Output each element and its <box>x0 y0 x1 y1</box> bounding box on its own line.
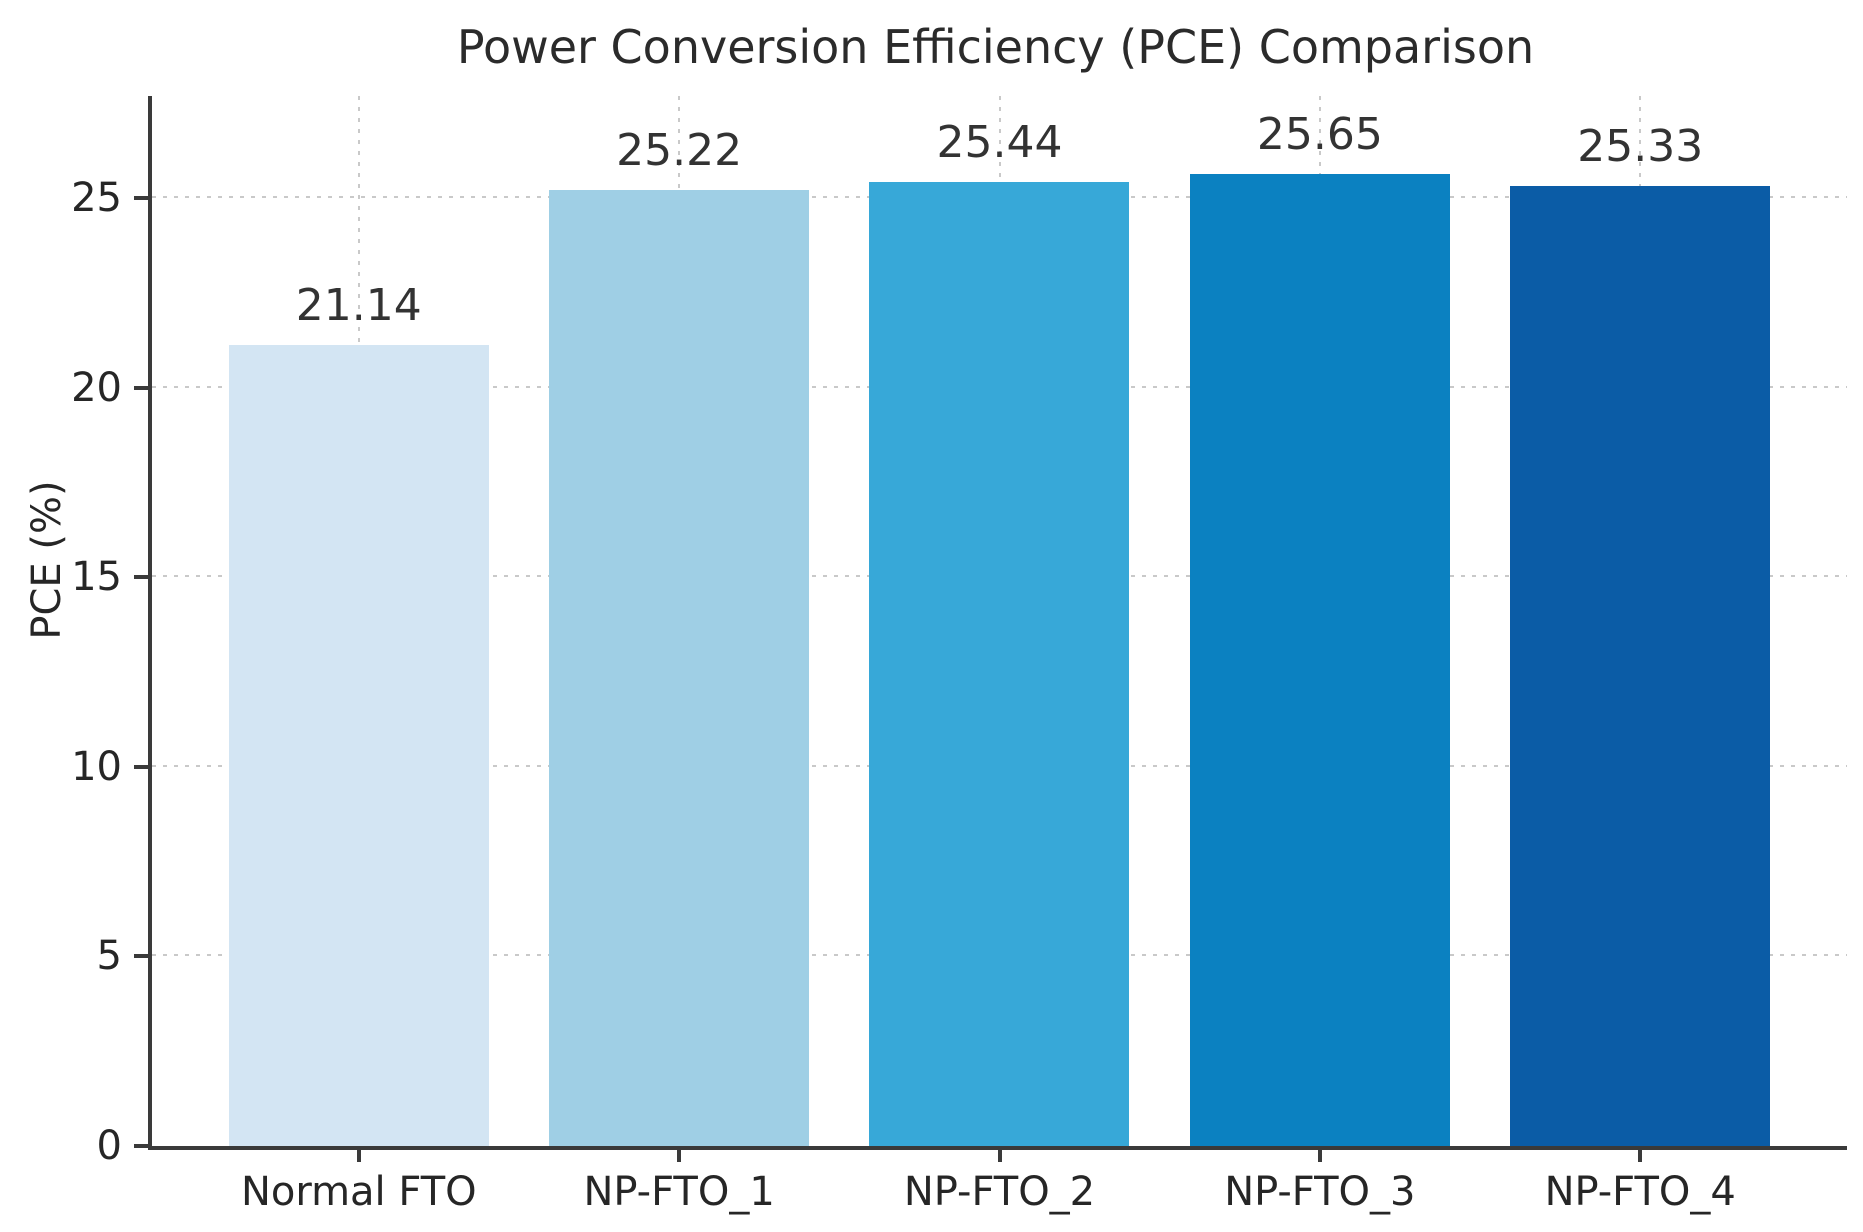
y-tick-label: 5 <box>96 933 122 980</box>
y-tick <box>134 1144 148 1148</box>
y-tick <box>134 385 148 390</box>
axis-ticks-layer: 0 5 10 15 20 25 Normal FTO NP-FTO_1 NP-FTO_2 NP-F… <box>71 96 1847 1214</box>
bar-value-label: 25.65 <box>1256 108 1383 160</box>
bar-value-label: 25.44 <box>936 116 1063 168</box>
bars-layer <box>152 96 1847 1146</box>
x-tick-label: NP-FTO_3 <box>1224 1169 1416 1215</box>
x-tick <box>677 1150 682 1162</box>
bar-value-label: 21.14 <box>295 279 422 331</box>
x-tick <box>356 1150 361 1162</box>
bar-np-fto_1 <box>549 190 810 1146</box>
x-tick-label: NP-FTO_4 <box>1544 1169 1736 1215</box>
y-tick-label: 0 <box>96 1123 122 1169</box>
bar-value-label: 25.33 <box>1577 120 1704 172</box>
bar-value-labels-layer: 21.14 25.22 25.44 25.65 25.33 <box>152 96 1847 1146</box>
y-tick-label: 25 <box>71 175 122 222</box>
y-tick <box>134 954 148 959</box>
x-tick-label: Normal FTO <box>240 1169 477 1215</box>
bar-value-label: 25.22 <box>616 125 743 177</box>
x-tick-label: NP-FTO_2 <box>903 1169 1096 1215</box>
bar-np-fto_3 <box>1189 173 1450 1146</box>
x-tick <box>1638 1150 1643 1162</box>
y-tick-label: 20 <box>71 364 122 411</box>
plot-area: 21.14 25.22 25.44 25.65 25.33 0 5 10 15 20 25 Norm… <box>71 96 1847 1214</box>
bar-np-fto_4 <box>1510 185 1771 1146</box>
x-tick <box>997 1150 1002 1162</box>
x-tick <box>1317 1150 1322 1162</box>
bar-np-fto_2 <box>869 181 1130 1146</box>
y-tick <box>134 764 148 769</box>
y-tick <box>134 575 148 580</box>
y-tick-label: 15 <box>71 554 122 601</box>
chart-title: Power Conversion Efficiency (PCE) Compar… <box>456 20 1535 74</box>
bar-normal-fto <box>228 344 489 1146</box>
y-tick-label: 10 <box>71 743 122 790</box>
y-tick <box>134 196 148 201</box>
x-tick-label: NP-FTO_1 <box>583 1169 775 1215</box>
